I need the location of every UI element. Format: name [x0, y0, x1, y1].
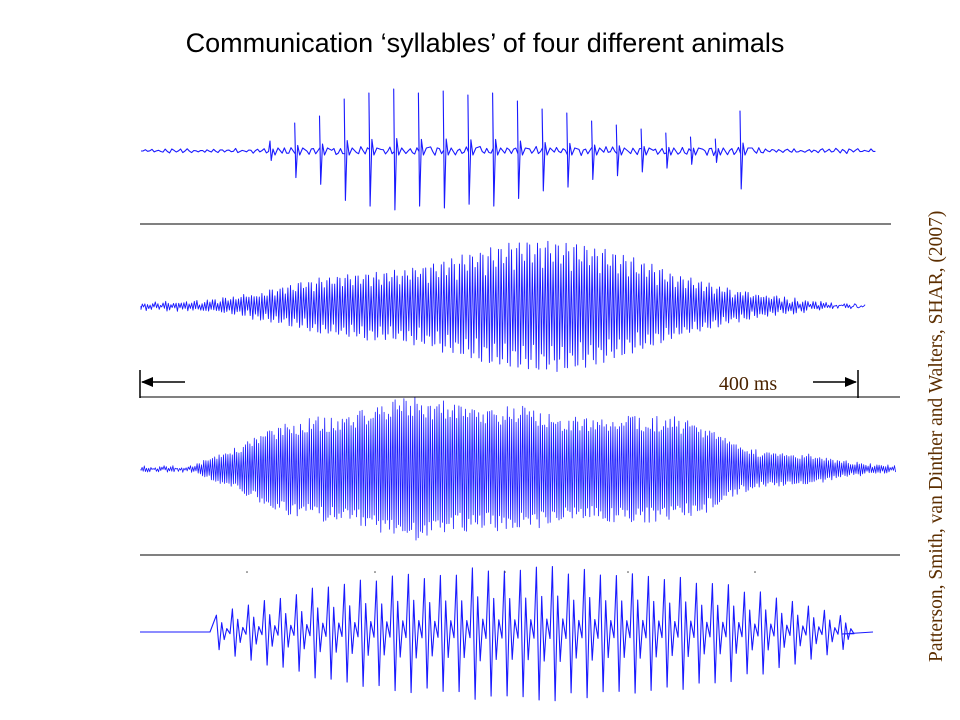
stray-dot [627, 571, 629, 573]
slide-title: Communication ‘syllables’ of four differ… [185, 28, 785, 58]
stray-dot [246, 571, 248, 573]
waveform-trace-4 [140, 565, 874, 702]
waveform-trace-1 [140, 88, 876, 211]
waveform-trace-2 [140, 240, 866, 372]
scale-bar-label: 400 ms [719, 373, 778, 395]
scale-bar: 400 ms [139, 370, 859, 398]
stray-dot [754, 571, 756, 573]
waveform-group [140, 88, 896, 702]
scale-bar-left-arrowhead [141, 377, 153, 387]
waveform-trace-3 [140, 396, 896, 541]
stray-dot [374, 571, 376, 573]
scale-bar-right-arrowhead [845, 377, 857, 387]
citation-text: Patterson, Smith, van Dinther and Walter… [926, 210, 947, 662]
stray-dots [246, 571, 756, 573]
stray-dot [504, 571, 506, 573]
